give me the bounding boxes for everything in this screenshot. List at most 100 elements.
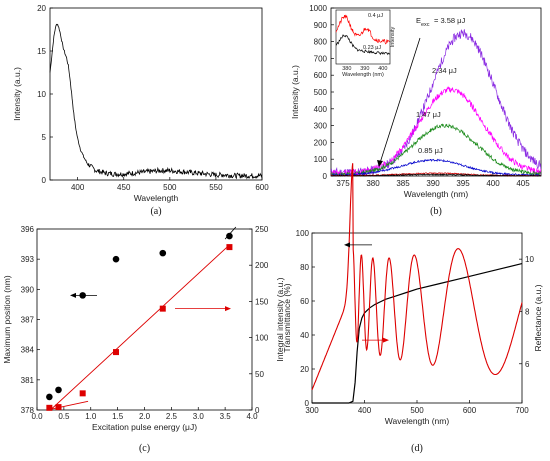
y2-axis-label: Reflectance (a.u.): [533, 284, 543, 351]
y-tick-label: 393: [21, 255, 35, 264]
panel-d: 300 400 500 600 700 0 20 40 60 80 100 6 8 10 Wavelengt…: [282, 163, 543, 454]
x-tick-label: 405: [516, 179, 530, 188]
inset-y-axis-label: Intensity: [390, 27, 396, 48]
y-tick-label: 500: [314, 88, 328, 97]
y-tick-label: 700: [314, 54, 328, 63]
x-tick-label: 4.0: [246, 412, 258, 421]
black-circle-point: [46, 393, 53, 401]
y-tick-label: 20: [37, 4, 46, 13]
x-tick-label: 500: [410, 406, 424, 415]
plot-frame: [36, 228, 253, 411]
y-tick-label: 600: [314, 71, 328, 80]
x-tick-label: 380: [366, 179, 380, 188]
y-tick-label: 381: [21, 376, 35, 385]
y2-axis-label: Integral intensity (a.u.): [275, 277, 285, 361]
spectrum-line: [49, 23, 263, 180]
x-axis-label: Excitation pulse energy (μJ): [92, 422, 197, 432]
black-arrowhead: [70, 292, 76, 298]
red-square-point: [46, 404, 53, 411]
plot-frame: [49, 7, 263, 181]
y-tick-label: 387: [21, 316, 35, 325]
red-arrowhead: [225, 306, 231, 312]
x-tick-label: 400: [71, 183, 85, 192]
annotation-label: = 3.58 μJ: [434, 16, 465, 25]
emission-series: [330, 158, 542, 177]
x-tick-label: 500: [163, 183, 177, 192]
plot-frame: [311, 232, 523, 404]
y2-tick-label: 8: [525, 307, 530, 316]
inset-frame: [335, 9, 391, 65]
y-tick-label: 200: [314, 138, 328, 147]
inset-red-series: [335, 14, 390, 45]
y-tick-label: 384: [21, 346, 35, 355]
y2-tick-label: 100: [255, 334, 269, 343]
x-axis-label: Wavelength: [134, 193, 179, 203]
red-arrowhead: [383, 337, 389, 343]
inset-x-tick-label: 380: [342, 66, 351, 72]
inset-label: 0.23 μJ: [363, 45, 381, 51]
y-tick-label: 20: [300, 365, 309, 374]
y2-tick-label: 10: [525, 255, 534, 264]
red-square-point: [226, 244, 233, 251]
y-axis-label: Intensity (a.u.): [290, 65, 300, 119]
caption-a: (a): [150, 206, 161, 217]
annotation-label: 2.34 μJ: [432, 66, 457, 75]
inset-black-series: [335, 34, 390, 56]
black-circle-point: [226, 232, 233, 240]
annotation-label: 0.85 μJ: [418, 146, 443, 155]
emission-series: [330, 173, 541, 177]
panel-b: 375 380 385 390 395 400 405 0 100 200 300 400 500 600…: [290, 4, 542, 217]
black-circle-point: [112, 255, 120, 263]
black-arrowhead: [344, 242, 350, 248]
emission-series: [330, 85, 542, 177]
x-tick-label: 400: [358, 406, 372, 415]
x-tick-label: 450: [117, 183, 131, 192]
panel-c: 0.0 0.5 1.0 1.5 2.0 2.5 3.0 3.5 4.0 378 381 384 387 3…: [2, 225, 285, 454]
black-circle-point: [55, 386, 62, 394]
caption-d: (d): [411, 443, 423, 454]
y-tick-label: 396: [21, 225, 35, 234]
x-tick-label: 3.5: [220, 412, 232, 421]
reflectance-line: [311, 163, 523, 391]
annotation-label-subscript: exc: [421, 22, 430, 28]
x-axis-label: Wavelength (nm): [404, 189, 469, 199]
x-tick-label: 300: [305, 406, 319, 415]
x-axis-label: Wavelength (nm): [385, 416, 450, 426]
y-tick-label: 1000: [309, 4, 327, 13]
x-tick-label: 385: [396, 179, 410, 188]
transmittance-line: [312, 263, 523, 404]
y-tick-label: 800: [314, 38, 328, 47]
emission-series: [330, 172, 541, 177]
caption-c: (c): [139, 443, 150, 454]
y-tick-label: 5: [42, 133, 47, 142]
inset-x-axis-label: Wavelength (nm): [342, 72, 384, 78]
annotation-label: 1.47 μJ: [416, 110, 441, 119]
x-tick-label: 2.0: [139, 412, 151, 421]
y-tick-label: 60: [300, 297, 309, 306]
x-tick-label: 0.5: [58, 412, 70, 421]
y-axis-label: Transmittance (%): [282, 283, 292, 352]
red-fit-line: [50, 244, 230, 411]
y-axis-label: Intensity (a.u.): [12, 67, 22, 121]
y-tick-label: 100: [314, 155, 328, 164]
y-tick-label: 10: [37, 90, 46, 99]
red-square-point: [79, 390, 86, 397]
inset-label: 0.4 μJ: [368, 13, 383, 19]
arrowhead: [377, 160, 383, 167]
y-tick-label: 80: [300, 263, 309, 272]
y-tick-label: 0: [42, 176, 47, 185]
emission-series: [330, 123, 542, 178]
y-tick-label: 390: [21, 285, 35, 294]
y2-tick-label: 200: [255, 261, 269, 270]
y2-tick-label: 6: [525, 360, 530, 369]
x-tick-label: 1.5: [112, 412, 124, 421]
panel-a: 400 450 500 550 600 0 5 10 15 20 Wavelength Intensi…: [12, 4, 269, 217]
y-tick-label: 15: [37, 47, 46, 56]
y-axis-label: Maximum position (nm): [2, 275, 12, 363]
x-tick-label: 395: [456, 179, 470, 188]
y2-tick-label: 150: [255, 297, 269, 306]
red-square-point: [55, 404, 62, 411]
x-tick-label: 2.5: [166, 412, 178, 421]
x-tick-label: 600: [255, 183, 269, 192]
x-tick-label: 400: [486, 179, 500, 188]
